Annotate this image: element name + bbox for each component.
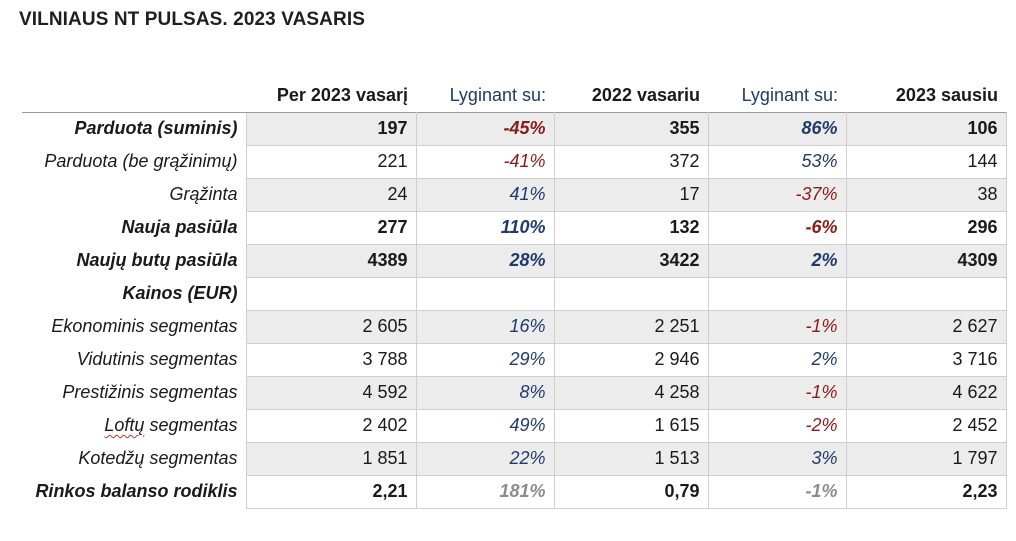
cell-compare-2: 53% — [707, 144, 847, 179]
cell-current — [245, 276, 417, 311]
cell-compare-2: -37% — [707, 177, 847, 212]
row-label: Rinkos balanso rodiklis — [35, 481, 238, 501]
cell-prev-year: 17 — [553, 177, 709, 212]
cell-prev-month: 4 622 — [845, 375, 1007, 410]
cell-compare-2: -1% — [707, 309, 847, 344]
cell-compare-2: 2% — [707, 243, 847, 278]
cell-current: 2 402 — [245, 408, 417, 443]
cell-current: 2 605 — [245, 309, 417, 344]
cell-compare-1: -45% — [415, 111, 555, 146]
cell-current: 2,21 — [245, 474, 417, 509]
cell-compare-1: 28% — [415, 243, 555, 278]
cell-compare-1: 49% — [415, 408, 555, 443]
cell-prev-month: 2,23 — [845, 474, 1007, 509]
table-row: Parduota (suminis) 197 -45% 355 86% 106 — [22, 111, 1007, 146]
table-row: Kotedžų segmentas 1 851 22% 1 513 3% 1 797 — [22, 441, 1007, 476]
table-row: Kainos (EUR) — [22, 276, 1007, 311]
cell-compare-1: 8% — [415, 375, 555, 410]
cell-prev-year: 2 251 — [553, 309, 709, 344]
row-label: Loftų segmentas — [104, 415, 238, 435]
row-label: Naujų butų pasiūla — [76, 250, 238, 270]
cell-compare-1: 110% — [415, 210, 555, 245]
cell-prev-year: 0,79 — [553, 474, 709, 509]
cell-prev-year — [553, 276, 709, 311]
cell-current: 24 — [245, 177, 417, 212]
cell-prev-month: 106 — [845, 111, 1007, 146]
table-row: Grąžinta 24 41% 17 -37% 38 — [22, 177, 1007, 212]
cell-prev-month: 38 — [845, 177, 1007, 212]
cell-compare-2: 2% — [707, 342, 847, 377]
row-label: Nauja pasiūla — [121, 217, 238, 237]
cell-compare-2: -6% — [707, 210, 847, 245]
col-header-compare-1: Lyginant su: — [449, 84, 546, 105]
row-label: Grąžinta — [169, 184, 238, 204]
cell-current: 4 592 — [245, 375, 417, 410]
col-header-current: Per 2023 vasarį — [276, 84, 408, 105]
cell-compare-1: 16% — [415, 309, 555, 344]
table-row: Loftų segmentas 2 402 49% 1 615 -2% 2 452 — [22, 408, 1007, 443]
cell-prev-month: 144 — [845, 144, 1007, 179]
page-title: VILNIAUS NT PULSAS. 2023 VASARIS — [19, 9, 365, 30]
cell-prev-year: 4 258 — [553, 375, 709, 410]
cell-current: 221 — [245, 144, 417, 179]
cell-compare-1: 41% — [415, 177, 555, 212]
col-header-prev-year: 2022 vasariu — [591, 84, 700, 105]
table-row: Naujų butų pasiūla 4389 28% 3422 2% 4309 — [22, 243, 1007, 278]
header-row: Per 2023 vasarį Lyginant su: 2022 vasari… — [22, 79, 1006, 112]
cell-compare-1: -41% — [415, 144, 555, 179]
cell-compare-2: -2% — [707, 408, 847, 443]
cell-compare-2: 86% — [707, 111, 847, 146]
cell-prev-month: 2 452 — [845, 408, 1007, 443]
cell-prev-year: 2 946 — [553, 342, 709, 377]
cell-compare-1: 22% — [415, 441, 555, 476]
cell-compare-1: 29% — [415, 342, 555, 377]
table-row: Nauja pasiūla 277 110% 132 -6% 296 — [22, 210, 1007, 245]
cell-prev-month: 4309 — [845, 243, 1007, 278]
cell-prev-year: 132 — [553, 210, 709, 245]
cell-prev-year: 355 — [553, 111, 709, 146]
table-row: Ekonominis segmentas 2 605 16% 2 251 -1% 2 62… — [22, 309, 1007, 344]
row-label: Vidutinis segmentas — [76, 349, 238, 369]
cell-current: 1 851 — [245, 441, 417, 476]
row-label-header — [22, 79, 246, 112]
row-label: Kainos (EUR) — [122, 283, 238, 303]
table-row: Parduota (be grąžinimų) 221 -41% 372 53% 144 — [22, 144, 1007, 179]
cell-compare-2 — [707, 276, 847, 311]
table-body: Parduota (suminis) 197 -45% 355 86% 106 Parduo… — [22, 111, 1007, 509]
cell-current: 3 788 — [245, 342, 417, 377]
row-label: Prestižinis segmentas — [62, 382, 238, 402]
table-row: Prestižinis segmentas 4 592 8% 4 258 -1% 4 62… — [22, 375, 1007, 410]
cell-prev-year: 1 615 — [553, 408, 709, 443]
cell-prev-year: 3422 — [553, 243, 709, 278]
cell-prev-year: 1 513 — [553, 441, 709, 476]
row-label: Parduota (suminis) — [22, 111, 246, 145]
table-row: Vidutinis segmentas 3 788 29% 2 946 2% 3 716 — [22, 342, 1007, 377]
cell-prev-month: 3 716 — [845, 342, 1007, 377]
cell-compare-2: -1% — [707, 474, 847, 509]
cell-current: 4389 — [245, 243, 417, 278]
row-label: Parduota (be grąžinimų) — [44, 151, 238, 171]
cell-compare-1: 181% — [415, 474, 555, 509]
col-header-compare-2: Lyginant su: — [741, 84, 838, 105]
cell-prev-month: 296 — [845, 210, 1007, 245]
cell-compare-2: -1% — [707, 375, 847, 410]
cell-compare-2: 3% — [707, 441, 847, 476]
cell-prev-month: 1 797 — [845, 441, 1007, 476]
table-row: Rinkos balanso rodiklis 2,21 181% 0,79 -1% 2,… — [22, 474, 1007, 509]
row-label: Ekonominis segmentas — [51, 316, 238, 336]
market-table: Per 2023 vasarį Lyginant su: 2022 vasari… — [22, 79, 1007, 509]
cell-prev-year: 372 — [553, 144, 709, 179]
row-label: Kotedžų segmentas — [78, 448, 238, 468]
spellcheck-word: Loftų — [104, 415, 145, 435]
col-header-prev-month: 2023 sausiu — [895, 84, 998, 105]
cell-prev-month: 2 627 — [845, 309, 1007, 344]
cell-prev-month — [845, 276, 1007, 311]
cell-compare-1 — [415, 276, 555, 311]
cell-current: 277 — [245, 210, 417, 245]
cell-current: 197 — [245, 111, 417, 146]
